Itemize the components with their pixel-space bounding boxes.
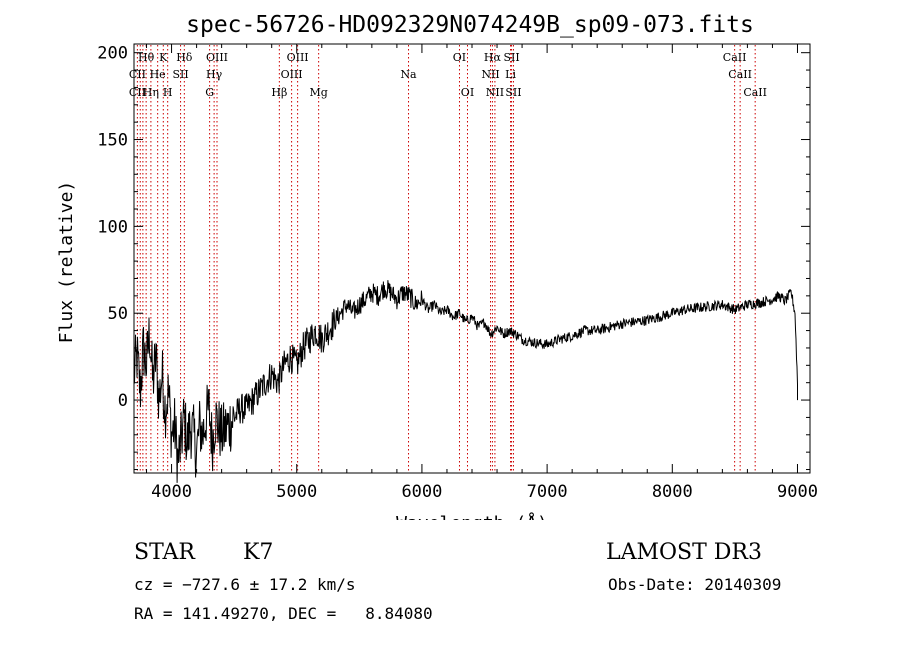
- emission-line-label: Hγ: [206, 68, 223, 81]
- y-axis: 0 50 100 150 200: [97, 44, 810, 471]
- x-axis: 4000 5000 6000 7000 8000 9000: [146, 44, 818, 502]
- x-tick-label: 4000: [151, 482, 192, 502]
- emission-line-label: NII: [486, 86, 504, 99]
- emission-line-label: Hθ: [138, 51, 155, 64]
- x-tick-label: 9000: [777, 482, 818, 502]
- spectrum-chart: spec-56726-HD092329N074249B_sp09-073.fit…: [56, 12, 818, 520]
- observation-date: Obs-Date: 20140309: [608, 575, 782, 594]
- emission-line-label: CaII: [728, 68, 752, 81]
- emission-line-label: Hη: [143, 86, 159, 99]
- emission-line-label: He: [150, 68, 166, 81]
- spectrum-line: [133, 280, 798, 483]
- emission-line-label: OIII: [206, 51, 228, 64]
- emission-line-label: Hδ: [176, 51, 193, 64]
- emission-line-label: OIII: [287, 51, 309, 64]
- emission-line-label: H: [163, 86, 173, 99]
- emission-line-label: OI: [461, 86, 474, 99]
- emission-line-label: CII: [129, 86, 146, 99]
- emission-line-label: K: [159, 51, 168, 64]
- y-tick-label: 150: [97, 131, 128, 151]
- emission-line-label: Na: [400, 68, 417, 81]
- x-tick-label: 5000: [276, 482, 317, 502]
- emission-line-label: SII: [172, 68, 188, 81]
- emission-line-label: CaII: [743, 86, 767, 99]
- y-tick-label: 50: [108, 304, 128, 324]
- y-tick-label: 200: [97, 44, 128, 64]
- emission-line-label: G: [205, 86, 214, 99]
- emission-line-label: Mg: [309, 86, 327, 99]
- emission-line-label: Hα: [484, 51, 502, 64]
- emission-line-label: SII: [505, 86, 521, 99]
- ra-dec: RA = 141.49270, DEC = 8.84080: [134, 604, 433, 623]
- x-tick-label: 8000: [652, 482, 693, 502]
- emission-line-label: OI: [453, 51, 466, 64]
- x-axis-label: Wavelength (Å): [396, 512, 548, 520]
- emission-line-label: Hβ: [271, 86, 287, 99]
- emission-line-label: OIII: [281, 68, 303, 81]
- x-tick-label: 6000: [401, 482, 442, 502]
- emission-line-label: CaII: [723, 51, 747, 64]
- emission-line-label: Li: [505, 68, 516, 81]
- plot-frame: [133, 43, 811, 474]
- emission-line-label: NII: [481, 68, 499, 81]
- object-subclass: K7: [243, 540, 274, 565]
- emission-line-markers: [136, 45, 756, 472]
- y-tick-label: 0: [118, 391, 128, 411]
- emission-line-label: SII: [503, 51, 519, 64]
- emission-line-label: CII: [129, 68, 146, 81]
- object-class: STAR: [134, 540, 195, 565]
- radial-velocity: cz = −727.6 ± 17.2 km/s: [134, 575, 356, 594]
- y-axis-label: Flux (relative): [56, 181, 77, 344]
- x-tick-label: 7000: [527, 482, 568, 502]
- chart-title: spec-56726-HD092329N074249B_sp09-073.fit…: [186, 12, 754, 38]
- survey-name: LAMOST DR3: [606, 540, 762, 565]
- y-tick-label: 100: [97, 217, 128, 237]
